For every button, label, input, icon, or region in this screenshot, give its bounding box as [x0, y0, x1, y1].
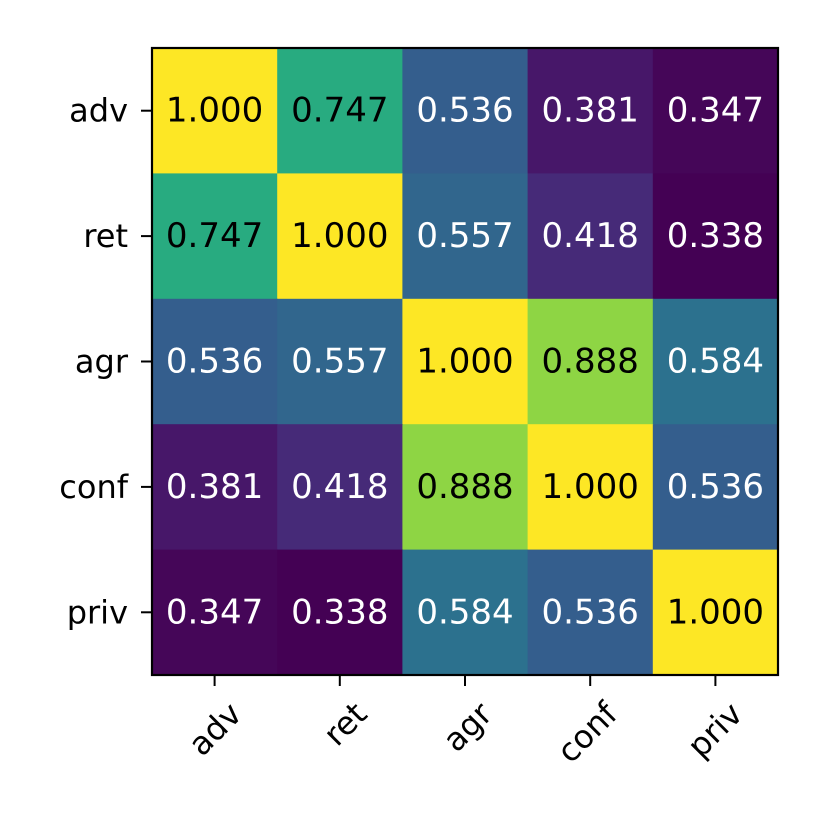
cell-value-label-adv-agr: 0.536: [416, 91, 513, 131]
heatmap-cell-priv-conf: [527, 549, 654, 676]
heatmap-cell-agr-conf: [527, 298, 654, 425]
heatmap-cell-conf-agr: [402, 424, 529, 551]
heatmap-cell-ret-adv: [152, 173, 278, 300]
x-tick-label-priv: priv: [680, 695, 750, 765]
heatmap-cell-adv-conf: [527, 48, 654, 174]
cell-value-label-conf-priv: 0.536: [667, 467, 764, 507]
heatmap-cell-priv-ret: [277, 549, 403, 676]
cell-value-label-conf-adv: 0.381: [166, 467, 263, 507]
cell-value-label-ret-adv: 0.747: [166, 216, 263, 256]
y-tick-label-agr: agr: [75, 343, 129, 381]
cell-value-label-ret-priv: 0.338: [667, 216, 764, 256]
heatmap-cell-conf-conf: [527, 424, 654, 551]
cell-value-label-priv-conf: 0.536: [542, 592, 639, 632]
y-tick-label-adv: adv: [69, 92, 128, 130]
heatmap-cell-adv-agr: [402, 48, 529, 174]
heatmap-cell-ret-ret: [277, 173, 403, 300]
x-tick-label-ret: ret: [316, 695, 374, 753]
heatmap-cell-agr-ret: [277, 298, 403, 425]
heatmap-cell-adv-priv: [652, 48, 779, 174]
cell-value-label-ret-agr: 0.557: [416, 216, 513, 256]
cell-value-label-conf-conf: 1.000: [542, 467, 639, 507]
cell-value-label-priv-adv: 0.347: [166, 592, 263, 632]
heatmap-cell-agr-adv: [152, 298, 278, 425]
y-tick-label-priv: priv: [67, 593, 128, 631]
heatmap-cell-conf-priv: [652, 424, 779, 551]
cell-value-label-agr-adv: 0.536: [166, 342, 263, 382]
heatmap-cell-ret-agr: [402, 173, 529, 300]
cell-value-label-adv-ret: 0.747: [291, 91, 388, 131]
x-tick-label-adv: adv: [181, 695, 249, 763]
cell-value-label-priv-ret: 0.338: [291, 592, 388, 632]
cell-value-label-priv-priv: 1.000: [667, 592, 764, 632]
x-tick-label-agr: agr: [435, 694, 500, 759]
heatmap-cell-conf-adv: [152, 424, 278, 551]
heatmap-cell-agr-priv: [652, 298, 779, 425]
cell-value-label-agr-priv: 0.584: [667, 342, 764, 382]
cell-value-label-priv-agr: 0.584: [416, 592, 513, 632]
y-tick-label-conf: conf: [59, 468, 128, 506]
heatmap-cell-adv-adv: [152, 48, 278, 174]
heatmap-cell-adv-ret: [277, 48, 403, 174]
y-tick-label-ret: ret: [83, 217, 128, 255]
cell-value-label-agr-ret: 0.557: [291, 342, 388, 382]
y-axis: adv ret agr conf priv: [59, 92, 152, 631]
cell-value-label-agr-conf: 0.888: [542, 342, 639, 382]
heatmap-cell-ret-conf: [527, 173, 654, 300]
heatmap-cell-priv-adv: [152, 549, 278, 676]
x-axis: adv ret agr conf priv: [181, 675, 750, 770]
cell-value-label-conf-agr: 0.888: [416, 467, 513, 507]
cell-value-label-agr-agr: 1.000: [416, 342, 513, 382]
cell-value-label-adv-conf: 0.381: [542, 91, 639, 131]
cell-value-label-adv-priv: 0.347: [667, 91, 764, 131]
heatmap-cell-priv-priv: [652, 549, 779, 676]
heatmap-cell-conf-ret: [277, 424, 403, 551]
x-tick-label-conf: conf: [549, 694, 625, 770]
cell-value-label-ret-ret: 1.000: [291, 216, 388, 256]
heatmap-cell-agr-agr: [402, 298, 529, 425]
cell-value-label-adv-adv: 1.000: [166, 91, 263, 131]
heatmap-cell-priv-agr: [402, 549, 529, 676]
cell-value-label-conf-ret: 0.418: [291, 467, 388, 507]
cell-value-label-ret-conf: 0.418: [542, 216, 639, 256]
heatmap-cell-ret-priv: [652, 173, 779, 300]
cell-value-labels: 1.000 0.747 0.536 0.381 0.347 0.747 1.000 0.557…: [166, 91, 764, 633]
heatmap-cells: [152, 48, 779, 676]
